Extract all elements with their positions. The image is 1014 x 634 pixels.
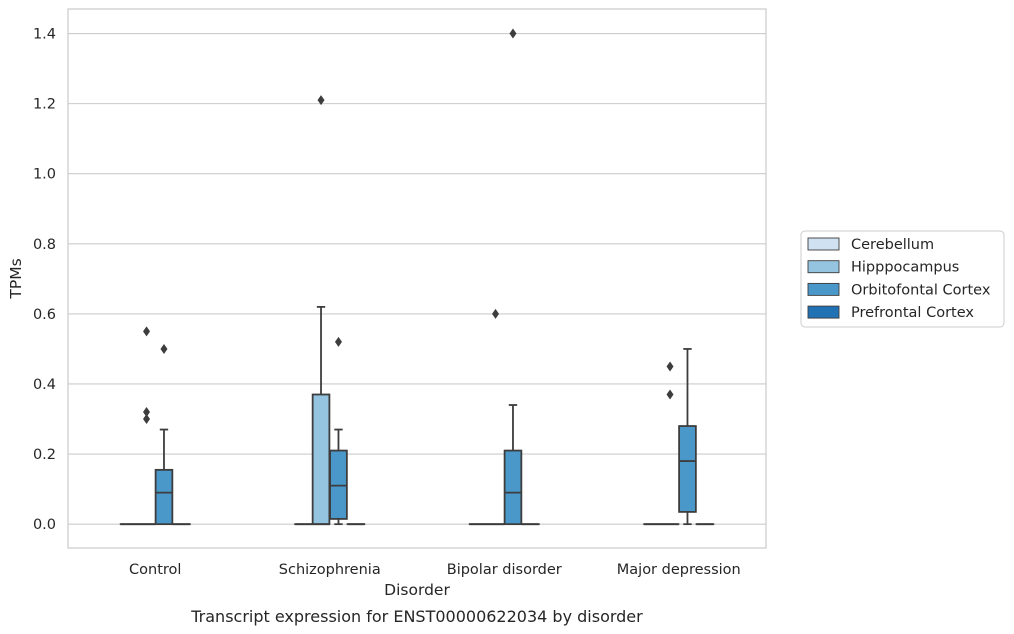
box bbox=[503, 28, 523, 526]
x-tick-label: Major depression bbox=[617, 562, 741, 578]
x-tick-label: Control bbox=[129, 562, 181, 578]
y-tick-label: 0.6 bbox=[33, 307, 56, 323]
box-plot-series bbox=[119, 28, 715, 526]
plot-frame bbox=[67, 8, 767, 549]
outlier-point bbox=[143, 407, 151, 418]
legend-swatch-orbitofontal-cortex bbox=[807, 282, 840, 296]
box-iqr bbox=[503, 449, 523, 526]
box bbox=[137, 326, 156, 526]
legend-label-cerebellum: Cerebellum bbox=[851, 237, 934, 253]
box bbox=[678, 348, 697, 526]
legend-swatch-hipppocampus bbox=[807, 260, 840, 274]
outlier-point bbox=[492, 308, 500, 319]
outlier-point bbox=[334, 336, 342, 347]
series-hipppocampus bbox=[137, 95, 680, 526]
legend-label-orbitofontal-cortex: Orbitofontal Cortex bbox=[851, 282, 991, 298]
outlier-point bbox=[143, 326, 151, 337]
outlier-point bbox=[160, 343, 168, 354]
outlier-point bbox=[509, 28, 517, 39]
outlier-point bbox=[143, 414, 151, 425]
legend-swatch-prefrontal-cortex bbox=[807, 305, 840, 319]
y-axis-label: TPMs bbox=[7, 258, 25, 299]
box bbox=[486, 308, 505, 526]
outlier-point bbox=[666, 361, 674, 372]
x-axis-ticks: Control Schizophrenia Bipolar disorder Majo… bbox=[129, 562, 741, 578]
legend-label-hipppocampus: Hipppocampus bbox=[851, 260, 959, 276]
legend: Cerebellum Hipppocampus Orbitofontal Corte… bbox=[800, 230, 1005, 328]
y-axis-ticks: 0.0 0.2 0.4 0.6 0.8 1.0 1.2 1.4 bbox=[33, 27, 56, 534]
chart-caption: Transcript expression for ENST0000062203… bbox=[190, 607, 643, 626]
y-tick-label: 1.4 bbox=[33, 27, 56, 43]
y-tick-label: 0.8 bbox=[33, 237, 56, 253]
box-iqr bbox=[154, 468, 174, 526]
grid bbox=[68, 32, 766, 525]
y-tick-label: 0.2 bbox=[33, 447, 56, 463]
legend-label-prefrontal-cortex: Prefrontal Cortex bbox=[851, 305, 974, 321]
outlier-point bbox=[666, 389, 674, 400]
series-orbitofontal-cortex bbox=[154, 28, 697, 526]
x-axis-label: Disorder bbox=[384, 581, 450, 599]
outlier-point bbox=[317, 95, 325, 106]
x-tick-label: Schizophrenia bbox=[279, 562, 381, 578]
y-tick-label: 1.2 bbox=[33, 97, 56, 113]
box bbox=[660, 361, 680, 526]
box bbox=[311, 95, 331, 526]
box-iqr bbox=[678, 425, 697, 513]
box bbox=[329, 336, 348, 526]
box-iqr bbox=[311, 393, 331, 526]
y-tick-label: 0.0 bbox=[33, 517, 56, 533]
y-tick-label: 0.4 bbox=[33, 377, 56, 393]
box bbox=[154, 343, 174, 526]
x-tick-label: Bipolar disorder bbox=[447, 562, 562, 578]
legend-swatch-cerebellum bbox=[807, 237, 840, 251]
legend-frame bbox=[800, 230, 1005, 328]
y-tick-label: 1.0 bbox=[33, 167, 56, 183]
